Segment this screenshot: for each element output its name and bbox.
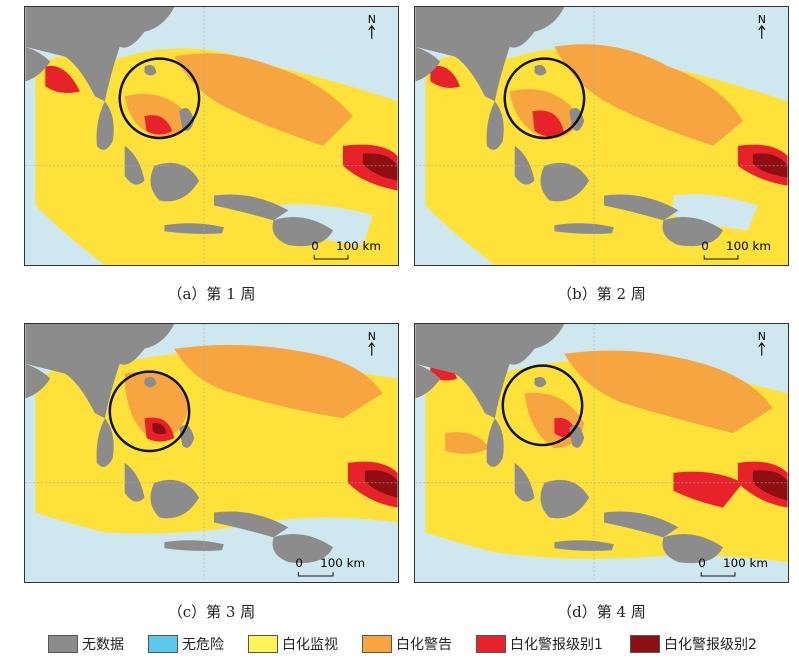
north-label: N [758,330,766,343]
north-label: N [368,330,376,343]
legend-swatch [362,635,392,653]
map-panel-week-4: N 0 100 km [414,323,789,583]
map-panel-week-1: N 0 100 km [24,6,399,266]
panel-caption-week-4: （d）第 4 周 [557,603,646,621]
map-svg: N 0 100 km [25,7,398,265]
panel-caption-week-3: （c）第 3 周 [167,603,256,621]
panel-caption-week-1: （a）第 1 周 [167,285,256,303]
legend-label: 无数据 [82,637,124,653]
legend-swatch [630,635,660,653]
scale-bar-label: 100 km [723,556,768,570]
legend-swatch [476,635,506,653]
map-svg: N 0 100 km [25,324,398,582]
legend-swatch [148,635,178,653]
legend-swatch [248,635,278,653]
scale-bar-label: 100 km [726,239,771,253]
north-label: N [758,13,766,26]
legend-swatch [48,635,78,653]
legend-item-alert-level-1: 白化警报级别1 [476,633,603,655]
legend-item-bleaching-watch: 白化监视 [248,633,338,655]
legend-item-alert-level-2: 白化警报级别2 [630,633,757,655]
north-label: N [368,13,376,26]
scale-bar-zero: 0 [295,556,303,570]
map-legend: 无数据 无危险 白化监视 白化警告 白化警报级别1 白化警报级别2 [0,633,799,659]
legend-label: 白化监视 [282,637,338,653]
legend-label: 白化警报级别1 [510,637,603,653]
legend-item-no-data: 无数据 [48,633,124,655]
legend-label: 白化警告 [396,637,452,653]
map-panel-week-2: N 0 100 km [414,6,789,266]
legend-label: 白化警报级别2 [664,637,757,653]
legend-item-bleaching-warning: 白化警告 [362,633,452,655]
scale-bar-zero: 0 [311,239,319,253]
legend-label: 无危险 [182,637,224,653]
panel-caption-week-2: （b）第 2 周 [557,285,646,303]
map-svg: N 0 100 km [415,324,788,582]
map-svg: N 0 100 km [415,7,788,265]
scale-bar-label: 100 km [320,556,365,570]
scale-bar-zero: 0 [698,556,706,570]
scale-bar-zero: 0 [701,239,709,253]
legend-item-no-risk: 无危险 [148,633,224,655]
scale-bar-label: 100 km [336,239,381,253]
map-panel-week-3: N 0 100 km [24,323,399,583]
